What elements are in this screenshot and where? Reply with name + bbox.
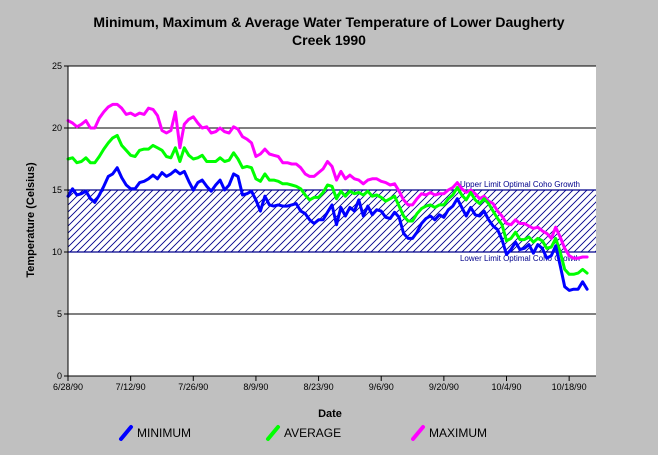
x-tick-labels: 6/28/90 7/12/90 7/26/90 8/9/90 8/23/90 9/6/90… (53, 376, 587, 392)
chart-title-line1: Minimum, Maximum & Average Water Tempera… (93, 14, 564, 30)
series-line-minimum (66, 166, 589, 292)
series-line-maximum (66, 102, 589, 260)
legend: MINIMUM AVERAGE MAXIMUM (119, 425, 487, 441)
legend-swatch-minimum (119, 425, 133, 441)
y-tick-label: 15 (52, 185, 62, 195)
legend-swatch-average (266, 425, 280, 441)
upper-limit-label: Upper Limit Optimal Coho Growth (460, 180, 580, 189)
legend-label-maximum: MAXIMUM (429, 426, 487, 440)
x-tick-label: 7/26/90 (178, 382, 208, 392)
x-axis-title: Date (318, 408, 342, 420)
series-lines (66, 102, 589, 292)
lower-limit-label: Lower Limit Optimal Coho Growth (460, 254, 580, 263)
legend-label-average: AVERAGE (284, 426, 341, 440)
series-line-average (66, 133, 589, 276)
x-tick-label: 10/4/90 (491, 382, 521, 392)
y-tick-label: 20 (52, 123, 62, 133)
axes (67, 66, 596, 377)
y-axis-title: Temperature (Celsius) (25, 162, 37, 278)
y-tick-label: 5 (57, 309, 62, 319)
y-tick-label: 25 (52, 61, 62, 71)
x-tick-label: 6/28/90 (53, 382, 83, 392)
legend-swatch-maximum (411, 425, 425, 441)
chart-title-line2: Creek 1990 (292, 32, 366, 48)
plot-area: Upper Limit Optimal Coho Growth Lower Lim… (66, 65, 596, 377)
legend-label-minimum: MINIMUM (137, 426, 191, 440)
x-tick-label: 10/18/90 (552, 382, 587, 392)
x-tick-label: 8/9/90 (243, 382, 268, 392)
y-tick-label: 0 (57, 371, 62, 381)
x-tick-label: 8/23/90 (304, 382, 334, 392)
x-tick-label: 9/6/90 (369, 382, 394, 392)
x-tick-label: 7/12/90 (116, 382, 146, 392)
y-tick-labels: 0 5 10 15 20 25 (52, 61, 68, 381)
x-tick-label: 9/20/90 (429, 382, 459, 392)
y-tick-label: 10 (52, 247, 62, 257)
